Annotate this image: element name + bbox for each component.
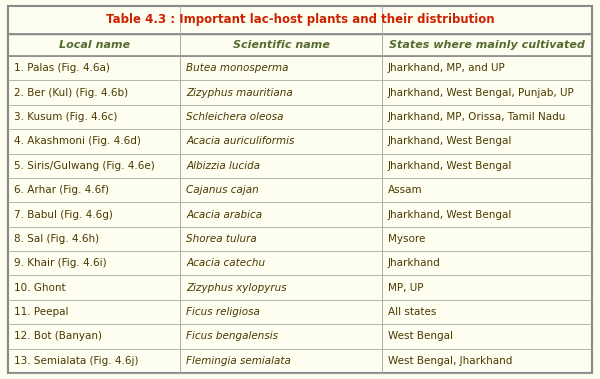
Text: Zizyphus xylopyrus: Zizyphus xylopyrus (186, 283, 287, 293)
Bar (382, 178, 592, 202)
Bar (180, 34, 382, 56)
Text: Flemingia semialata: Flemingia semialata (186, 356, 291, 366)
Bar (382, 80, 592, 105)
Bar (8, 34, 180, 56)
Text: Local name: Local name (59, 40, 130, 50)
Bar (180, 202, 382, 227)
Text: Jharkhand, West Bengal: Jharkhand, West Bengal (388, 210, 512, 219)
Text: 2. Ber (Kul) (Fig. 4.6b): 2. Ber (Kul) (Fig. 4.6b) (14, 88, 128, 97)
Text: Ficus religiosa: Ficus religiosa (186, 307, 260, 317)
Bar (180, 324, 382, 349)
Bar (180, 56, 382, 80)
Bar (382, 227, 592, 251)
Bar (382, 300, 592, 324)
Bar (180, 251, 382, 276)
Text: Mysore: Mysore (388, 234, 425, 244)
Bar (382, 202, 592, 227)
Text: Cajanus cajan: Cajanus cajan (186, 185, 259, 195)
Bar (8, 129, 180, 153)
Bar (180, 227, 382, 251)
Bar (382, 349, 592, 373)
Bar (382, 324, 592, 349)
Bar (382, 129, 592, 153)
Text: 4. Akashmoni (Fig. 4.6d): 4. Akashmoni (Fig. 4.6d) (14, 136, 141, 146)
Text: West Bengal, Jharkhand: West Bengal, Jharkhand (388, 356, 512, 366)
Bar (8, 349, 180, 373)
Bar (180, 349, 382, 373)
Text: 11. Peepal: 11. Peepal (14, 307, 68, 317)
Bar (8, 153, 180, 178)
Bar (8, 56, 180, 80)
Text: Jharkhand, West Bengal: Jharkhand, West Bengal (388, 136, 512, 146)
Text: 12. Bot (Banyan): 12. Bot (Banyan) (14, 331, 102, 341)
Bar (180, 276, 382, 300)
Text: Albizzia lucida: Albizzia lucida (186, 161, 260, 171)
Text: Jharkhand, West Bengal, Punjab, UP: Jharkhand, West Bengal, Punjab, UP (388, 88, 575, 97)
Text: Assam: Assam (388, 185, 422, 195)
Text: 3. Kusum (Fig. 4.6c): 3. Kusum (Fig. 4.6c) (14, 112, 118, 122)
Text: Acacia catechu: Acacia catechu (186, 258, 265, 268)
Text: MP, UP: MP, UP (388, 283, 423, 293)
Text: Schleichera oleosa: Schleichera oleosa (186, 112, 284, 122)
Text: Table 4.3 : Important lac-host plants and their distribution: Table 4.3 : Important lac-host plants an… (106, 14, 494, 27)
Bar (382, 251, 592, 276)
Text: Butea monosperma: Butea monosperma (186, 63, 289, 73)
Text: 7. Babul (Fig. 4.6g): 7. Babul (Fig. 4.6g) (14, 210, 113, 219)
Text: Shorea tulura: Shorea tulura (186, 234, 257, 244)
Bar (8, 324, 180, 349)
Bar (8, 300, 180, 324)
Bar (8, 80, 180, 105)
Text: Acacia arabica: Acacia arabica (186, 210, 262, 219)
Bar (8, 251, 180, 276)
Bar (180, 80, 382, 105)
Bar (8, 227, 180, 251)
Text: 13. Semialata (Fig. 4.6j): 13. Semialata (Fig. 4.6j) (14, 356, 139, 366)
Bar (8, 178, 180, 202)
Bar (8, 276, 180, 300)
Bar (382, 56, 592, 80)
Text: Acacia auriculiformis: Acacia auriculiformis (186, 136, 295, 146)
Bar (382, 153, 592, 178)
Text: 9. Khair (Fig. 4.6i): 9. Khair (Fig. 4.6i) (14, 258, 107, 268)
Bar (180, 105, 382, 129)
Text: Ficus bengalensis: Ficus bengalensis (186, 331, 278, 341)
Text: 5. Siris/Gulwang (Fig. 4.6e): 5. Siris/Gulwang (Fig. 4.6e) (14, 161, 155, 171)
Bar (8, 202, 180, 227)
Text: 1. Palas (Fig. 4.6a): 1. Palas (Fig. 4.6a) (14, 63, 110, 73)
Text: Jharkhand: Jharkhand (388, 258, 440, 268)
Bar (180, 153, 382, 178)
Text: All states: All states (388, 307, 436, 317)
Text: Zizyphus mauritiana: Zizyphus mauritiana (186, 88, 293, 97)
Text: 6. Arhar (Fig. 4.6f): 6. Arhar (Fig. 4.6f) (14, 185, 109, 195)
Text: Jharkhand, MP, and UP: Jharkhand, MP, and UP (388, 63, 506, 73)
Bar (382, 34, 592, 56)
Text: Jharkhand, MP, Orissa, Tamil Nadu: Jharkhand, MP, Orissa, Tamil Nadu (388, 112, 566, 122)
Bar (8, 6, 592, 34)
Bar (382, 105, 592, 129)
Text: Scientific name: Scientific name (233, 40, 329, 50)
Text: Jharkhand, West Bengal: Jharkhand, West Bengal (388, 161, 512, 171)
Bar (180, 178, 382, 202)
Text: States where mainly cultivated: States where mainly cultivated (389, 40, 585, 50)
Text: 10. Ghont: 10. Ghont (14, 283, 65, 293)
Bar (8, 105, 180, 129)
Text: 8. Sal (Fig. 4.6h): 8. Sal (Fig. 4.6h) (14, 234, 99, 244)
Text: West Bengal: West Bengal (388, 331, 453, 341)
Bar (382, 276, 592, 300)
Bar (180, 300, 382, 324)
Bar (180, 129, 382, 153)
